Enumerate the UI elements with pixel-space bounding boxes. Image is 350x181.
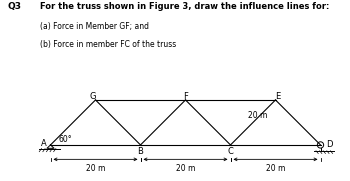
Text: E: E <box>275 92 280 101</box>
Text: Q3: Q3 <box>7 2 21 11</box>
Text: 20 m: 20 m <box>266 164 285 173</box>
Text: 60°: 60° <box>58 135 72 144</box>
Text: 20 m: 20 m <box>176 164 195 173</box>
Text: B: B <box>138 147 144 156</box>
Text: C: C <box>228 147 233 156</box>
Text: For the truss shown in Figure 3, draw the influence lines for:: For the truss shown in Figure 3, draw th… <box>40 2 330 11</box>
Text: (b) Force in member FC of the truss: (b) Force in member FC of the truss <box>40 40 176 49</box>
Text: D: D <box>326 140 333 149</box>
Text: (a) Force in Member GF; and: (a) Force in Member GF; and <box>40 22 149 31</box>
Text: A: A <box>41 139 47 148</box>
Text: 20 m: 20 m <box>86 164 105 173</box>
Text: G: G <box>90 92 97 101</box>
Text: F: F <box>183 92 188 101</box>
Text: 20 m: 20 m <box>248 111 267 120</box>
